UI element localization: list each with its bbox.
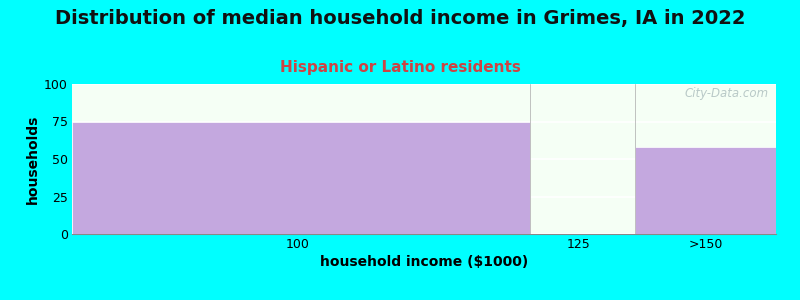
Bar [72,122,530,234]
Bar [635,147,776,234]
Text: Hispanic or Latino residents: Hispanic or Latino residents [279,60,521,75]
Y-axis label: households: households [26,114,40,204]
Text: Distribution of median household income in Grimes, IA in 2022: Distribution of median household income … [54,9,746,28]
X-axis label: household income ($1000): household income ($1000) [320,255,528,269]
Text: City-Data.com: City-Data.com [685,87,769,100]
